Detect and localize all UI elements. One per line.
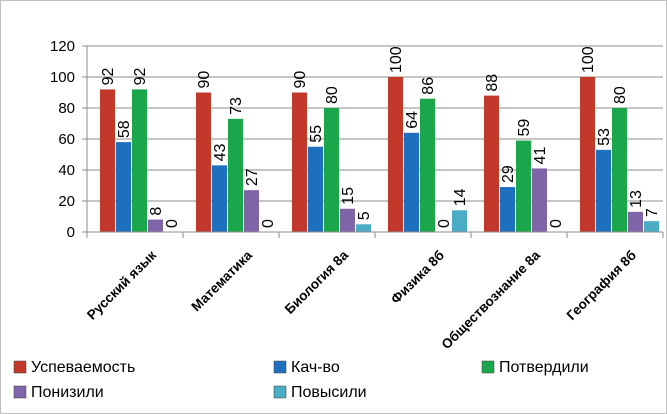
grid [87, 45, 663, 202]
data-label: 80 [612, 86, 629, 104]
data-label: 64 [404, 111, 421, 129]
x-category-label: Биология 8а [282, 247, 352, 317]
bar [196, 92, 211, 232]
data-label: 0 [436, 219, 453, 228]
data-label: 0 [164, 219, 181, 228]
bar [212, 165, 227, 232]
bar [388, 77, 403, 232]
data-label: 59 [516, 119, 533, 137]
data-label: 5 [356, 211, 373, 220]
bar [356, 224, 371, 232]
bar [308, 146, 323, 232]
data-label: 90 [292, 71, 309, 89]
data-label: 41 [532, 147, 549, 165]
bar [452, 210, 467, 232]
bar [148, 219, 163, 232]
data-labels: 9258928090437327090558015510064860148829… [100, 46, 661, 228]
data-label: 13 [628, 190, 645, 208]
data-label: 8 [148, 207, 165, 216]
bar [324, 108, 339, 232]
y-tick-label: 60 [58, 131, 75, 148]
legend-label: Понизили [31, 384, 104, 401]
y-tick-label: 40 [58, 162, 75, 179]
data-label: 90 [196, 71, 213, 89]
x-category-label: Математика [188, 247, 255, 314]
data-label: 43 [212, 143, 229, 161]
bar [484, 95, 499, 232]
bar [532, 168, 547, 232]
x-category-label: Физика 8б [388, 248, 447, 307]
legend-swatch [481, 360, 495, 374]
bar [580, 77, 595, 232]
data-label: 29 [500, 165, 517, 183]
bar [228, 118, 243, 232]
x-category-label: Русский язык [84, 247, 159, 322]
legend-swatch [13, 385, 27, 399]
data-label: 88 [484, 74, 501, 92]
bar [116, 142, 131, 232]
legend-label: Повысили [291, 384, 367, 401]
bar [500, 187, 515, 232]
x-category-label: Обществознание 8а [438, 247, 543, 352]
data-label: 86 [420, 77, 437, 95]
bar [244, 190, 259, 232]
data-label: 27 [244, 168, 261, 186]
legend-swatch [273, 385, 287, 399]
bar [404, 132, 419, 232]
data-label: 14 [452, 188, 469, 206]
bar [420, 98, 435, 232]
data-label: 80 [324, 86, 341, 104]
bar [612, 108, 627, 232]
data-label: 0 [548, 219, 565, 228]
y-tick-label: 20 [58, 193, 75, 210]
data-label: 92 [132, 68, 149, 86]
y-tick-label: 120 [50, 38, 75, 55]
bar [628, 211, 643, 232]
data-label: 15 [340, 187, 357, 205]
data-label: 100 [580, 46, 597, 73]
y-tick-label: 100 [50, 69, 75, 86]
x-category-label: География 8б [564, 248, 639, 323]
legend-label: Кач-во [291, 359, 340, 376]
legend-label: Потвердили [499, 359, 589, 376]
legend-swatch [13, 360, 27, 374]
data-label: 7 [644, 208, 661, 217]
bar [132, 89, 147, 233]
legend-swatch [273, 360, 287, 374]
legend-label: Успеваемость [31, 359, 135, 376]
bar [596, 149, 611, 232]
data-label: 55 [308, 125, 325, 143]
data-label: 0 [260, 219, 277, 228]
data-label: 73 [228, 97, 245, 115]
bars [100, 77, 659, 233]
bar [340, 208, 355, 232]
data-label: 58 [116, 120, 133, 138]
y-tick-label: 0 [67, 224, 75, 241]
bar [644, 221, 659, 232]
bar [100, 89, 115, 233]
legend: Успеваемость Кач-во Потвердили Понизили Повы… [13, 359, 589, 401]
data-label: 100 [388, 46, 405, 73]
data-label: 53 [596, 128, 613, 146]
bar [516, 140, 531, 232]
bar [292, 92, 307, 232]
y-tick-label: 80 [58, 100, 75, 117]
data-label: 92 [100, 68, 117, 86]
